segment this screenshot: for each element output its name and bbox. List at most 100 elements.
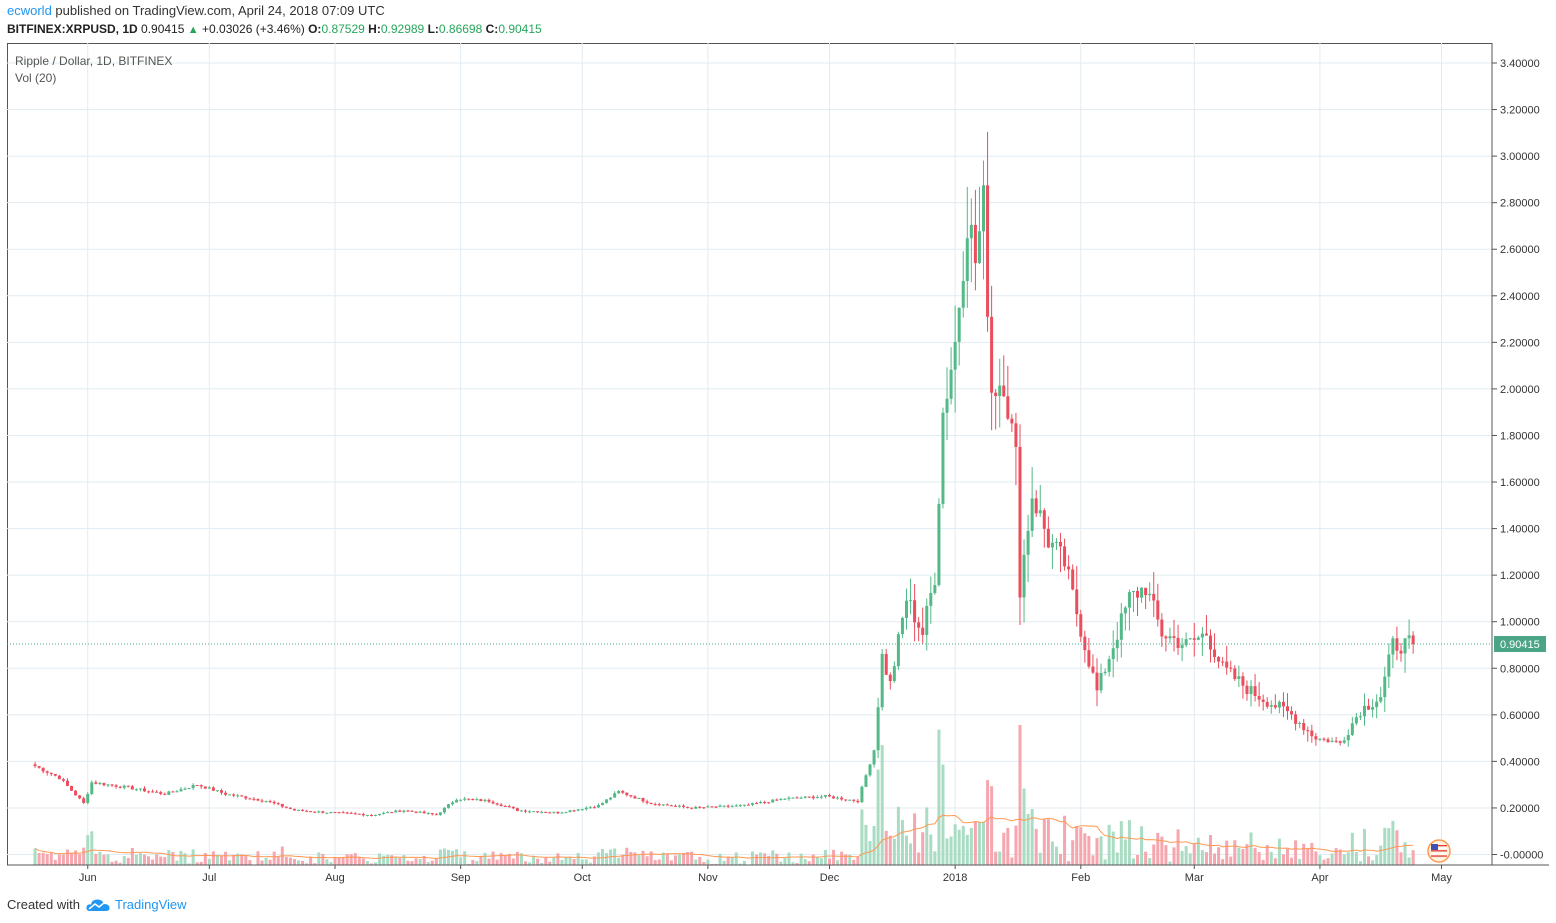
candle-60: [276, 801, 280, 806]
volume-bar-304: [1265, 845, 1269, 865]
volume-bar-146: [625, 847, 629, 865]
time-tick-label: Dec: [820, 872, 840, 884]
candle-286: [1192, 622, 1196, 657]
candle-74: [333, 811, 337, 814]
volume-bar-177: [750, 851, 754, 865]
candle-207: [872, 749, 876, 768]
volume-bar-321: [1334, 848, 1338, 865]
candle-310: [1290, 706, 1294, 720]
candle-259: [1083, 630, 1087, 663]
candle-17: [102, 782, 106, 787]
publish-line: ecworld published on TradingView.com, Ap…: [7, 3, 385, 18]
candle-83: [369, 814, 373, 817]
volume-bar-244: [1022, 788, 1026, 865]
candle-149: [637, 797, 641, 800]
footer: Created with TradingView: [7, 897, 187, 912]
candle-275: [1148, 582, 1152, 602]
candle-302: [1257, 681, 1261, 707]
candle-108: [471, 798, 475, 801]
time-axis[interactable]: Jun Jul Aug Sep Oct Nov Dec 2018 Feb Mar Apr May: [7, 864, 1549, 887]
tradingview-link[interactable]: TradingView: [86, 897, 187, 912]
us-flag-icon[interactable]: [1427, 839, 1451, 863]
volume-bar-340: [1411, 850, 1415, 865]
candle-100: [438, 812, 442, 816]
candle-168: [714, 806, 718, 809]
candle-54: [252, 797, 256, 801]
volume-bar-13: [86, 835, 90, 865]
volume-bar-326: [1354, 851, 1358, 865]
candle-10: [74, 790, 78, 796]
volume-bar-68: [309, 856, 313, 865]
volume-bar-42: [203, 853, 207, 865]
candle-111: [483, 798, 487, 803]
volume-bar-90: [398, 857, 402, 865]
candle-62: [284, 806, 288, 809]
candle-203: [856, 799, 860, 804]
volume-bar-262: [1095, 838, 1099, 865]
candle-3: [45, 770, 49, 776]
volume-bar-274: [1144, 851, 1148, 865]
candle-231: [969, 198, 973, 283]
volume-bar-34: [171, 852, 175, 865]
volume-bar-50: [236, 853, 240, 865]
volume-bar-28: [147, 856, 151, 865]
candle-172: [730, 804, 734, 808]
candle-304: [1265, 697, 1269, 709]
volume-bar-227: [953, 824, 957, 865]
candle-117: [507, 804, 511, 808]
low-label: L:: [427, 22, 439, 36]
price-tick-label: 1.00000: [1500, 617, 1540, 629]
candle-209: [880, 649, 884, 711]
time-axis-bg: [7, 865, 1549, 887]
volume-bar-64: [292, 859, 296, 865]
volume-bar-221: [929, 834, 933, 865]
time-tick-label: Mar: [1185, 872, 1204, 884]
volume-bar-198: [836, 860, 840, 865]
candle-280: [1168, 627, 1172, 644]
candle-328: [1363, 693, 1367, 726]
symbol-line: BITFINEX:XRPUSD, 1D 0.90415 ▲ +0.03026 (…: [7, 22, 542, 36]
volume-bar-85: [378, 853, 382, 865]
candle-281: [1172, 619, 1176, 652]
volume-bar-278: [1160, 836, 1164, 865]
candle-165: [702, 806, 706, 809]
volume-bar-284: [1184, 846, 1188, 865]
candle-330: [1371, 699, 1375, 718]
candle-219: [921, 607, 925, 645]
candle-68: [309, 810, 313, 813]
volume-bar-193: [815, 856, 819, 865]
candle-242: [1014, 412, 1018, 486]
volume-bar-84: [374, 862, 378, 865]
candle-125: [540, 810, 544, 814]
candle-223: [937, 498, 941, 587]
candle-184: [779, 798, 783, 801]
volume-bar-57: [264, 857, 268, 865]
candle-245: [1026, 514, 1030, 583]
price-chart[interactable]: 3.40000 3.20000 3.00000 2.80000 2.60000 2.400…: [7, 43, 1549, 887]
volume-bar-52: [244, 855, 248, 865]
candle-128: [552, 811, 556, 814]
candle-101: [442, 807, 446, 814]
volume-bar-8: [65, 849, 69, 865]
candle-25: [134, 788, 138, 792]
candle-158: [673, 804, 677, 807]
volume-bar-214: [900, 820, 904, 865]
candle-48: [228, 794, 232, 796]
volume-bar-285: [1188, 853, 1192, 865]
volume-bar-133: [572, 859, 576, 865]
volume-bar-166: [706, 859, 710, 865]
candle-256: [1071, 564, 1075, 591]
candle-146: [625, 792, 629, 797]
volume-bar-89: [394, 856, 398, 865]
volume-bar-20: [114, 860, 118, 865]
candle-99: [434, 813, 438, 816]
volume-bar-75: [337, 857, 341, 865]
volume-bar-305: [1269, 851, 1273, 865]
volume-bar-67: [305, 863, 309, 865]
time-tick-label: Jul: [202, 872, 216, 884]
volume-bar-325: [1350, 832, 1354, 865]
price-axis[interactable]: 3.40000 3.20000 3.00000 2.80000 2.60000 2.400…: [1491, 43, 1549, 887]
volume-bar-170: [722, 860, 726, 865]
candle-144: [617, 789, 621, 794]
author-link[interactable]: ecworld: [7, 3, 52, 18]
